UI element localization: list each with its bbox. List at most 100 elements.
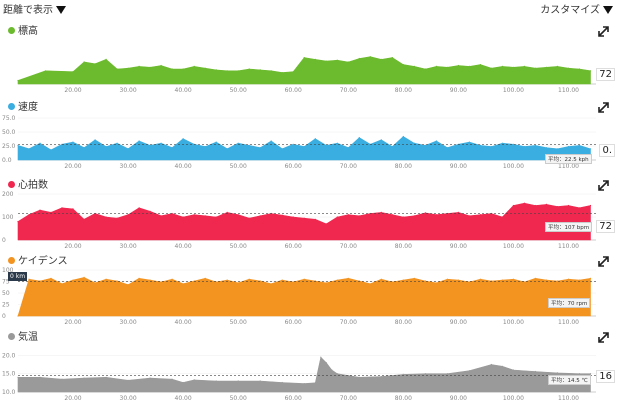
heart-point [39,209,41,211]
dropdown-arrow-icon [56,6,66,14]
temperature-chart[interactable]: 20.0 15.0 10.0 20.00 30.00 40.00 50.00 60.00 70.… [0,332,623,412]
speed-point [578,144,581,146]
speed-point [347,147,349,149]
elevation-point [303,57,305,59]
heart-point [380,211,382,213]
elevation-readout: 72 [596,68,615,81]
cadence-x-tick-label: 70.00 [340,319,357,326]
temperature-dot-icon [8,332,15,340]
speed-point [182,138,184,140]
temp-y-tick-label: 15.0 [2,371,16,378]
elevation-point [578,68,581,70]
expand-icon[interactable] [598,332,609,343]
elevation-x-tick-label: 80.00 [395,87,412,94]
temp-x-tick-label: 100.00 [503,395,524,402]
elevation-point [215,69,217,71]
elevation-panel: 標高 20.00 30.00 40.00 50.00 60.00 70.00 80.00 90… [0,26,623,96]
speed-panel: 速度 75.0 50.0 25.0 0.0 20.00 30.00 40.00 50.00 60… [0,102,623,172]
temp-point [61,378,63,380]
temp-point [358,376,360,378]
temp-point [446,373,448,375]
speed-point [402,135,404,138]
heart-x-tick-label: 50.00 [230,243,247,250]
cadence-x-tick-label: 50.00 [230,319,247,326]
expand-icon[interactable] [598,256,609,267]
speed-point [215,141,217,143]
temp-point [380,376,382,378]
elevation-point [380,58,382,61]
heart-point [292,216,294,218]
view-mode-dropdown[interactable]: 距離で表示 [3,1,66,16]
cadence-y-tick-label: 25 [2,302,10,309]
speed-x-tick-label: 30.00 [120,163,137,170]
elevation-point [435,65,437,67]
speed-point [435,140,437,142]
heart-point [402,216,404,218]
speed-point [17,144,19,146]
elevation-point [138,65,140,67]
temp-x-tick-label: 20.00 [64,395,81,402]
elevation-point [457,64,459,67]
heart-point [61,207,63,209]
elevation-x-tick-label: 50.00 [230,87,247,94]
heart-rate-chart[interactable]: 200 100 0 20.00 30.00 40.00 50.00 60.00 70.00 80.… [0,180,623,252]
cadence-point [479,278,481,280]
heart-y-tick-label: 0 [2,237,6,244]
heart-point [138,207,140,209]
cadence-point [50,277,52,279]
elevation-chart[interactable]: 20.00 30.00 40.00 50.00 60.00 70.00 80.00 90.00… [0,26,623,96]
temp-x-tick-label: 50.00 [230,395,247,402]
cadence-point [523,281,526,283]
speed-point [325,144,327,146]
heart-rate-readout: 72 [596,220,615,233]
elevation-point [237,70,239,72]
speed-point [391,146,393,148]
expand-icon[interactable] [598,180,609,191]
speed-point [72,141,74,143]
cadence-point [138,277,140,279]
heart-rate-title: 心拍数 [8,180,48,192]
cadence-y-tick-label: 0 [2,313,6,320]
elevation-point [292,71,294,73]
heart-point [17,221,19,223]
temperature-average-label: 平均：14.5 ℃ [548,375,591,385]
temp-point [589,373,592,375]
elevation-point [556,65,559,67]
cadence-x-tick-label: 110.00 [558,319,579,326]
heart-rate-dot-icon [8,180,15,188]
temp-point [182,381,184,384]
heart-y-tick-label: 200 [2,191,14,198]
speed-point [292,143,294,145]
speed-point [479,144,481,146]
temp-point [468,370,470,372]
elevation-point [226,70,228,72]
speed-point [589,148,592,150]
temp-point [17,376,19,378]
temp-x-tick-label: 40.00 [175,395,192,402]
cadence-point [149,279,151,281]
heart-x-tick-label: 100.00 [503,243,524,250]
cadence-point [61,283,63,285]
speed-average-label: 平均：22.5 kph [545,154,592,164]
cadence-chart[interactable]: 100 75 50 25 0 20.00 30.00 40.00 50.00 60.00 70.00… [0,256,623,328]
heart-point [589,204,592,207]
elevation-point [116,68,118,70]
cadence-point [380,278,382,280]
speed-title: 速度 [8,102,38,114]
expand-icon[interactable] [598,26,609,37]
temp-x-tick-label: 90.00 [450,395,467,402]
cadence-x-tick-label: 20.00 [64,319,81,326]
temperature-readout: 16 [596,370,615,383]
elevation-point [391,57,393,59]
speed-y-tick-label: 25.0 [2,143,16,150]
speed-chart[interactable]: 75.0 50.0 25.0 0.0 20.00 30.00 40.00 50.00 60.00… [0,102,623,172]
speed-point [567,146,570,148]
customize-dropdown[interactable]: カスタマイズ [540,1,613,16]
temp-point [331,369,333,371]
heart-point [325,223,327,225]
cadence-point [28,278,30,280]
elevation-point [171,68,173,70]
expand-icon[interactable] [598,102,609,113]
elevation-point [413,65,415,67]
heart-point [468,215,470,217]
